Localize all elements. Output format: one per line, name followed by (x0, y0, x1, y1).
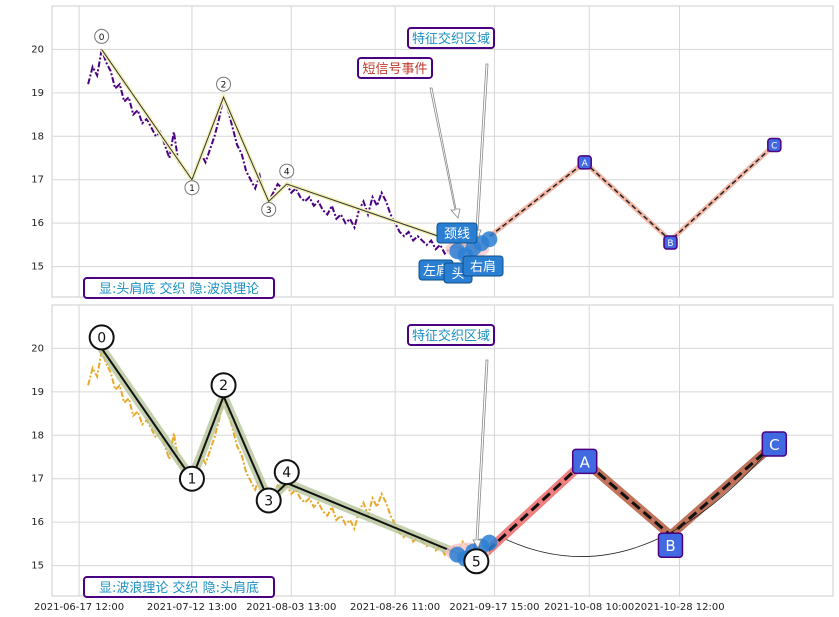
x-tick-label: 2021-09-17 15:00 (449, 602, 539, 613)
wave-label-circle (184, 180, 200, 196)
projection-marker (663, 235, 678, 250)
projection-marker (761, 431, 788, 457)
wave-label-text: 1 (187, 472, 196, 488)
footer-label-box (83, 576, 275, 598)
y-tick-label: 20 (31, 343, 44, 354)
projection-marker-label: C (769, 436, 779, 454)
x-tick-label: 2021-08-26 11:00 (350, 602, 440, 613)
hs-label-text: 颈线 (444, 227, 470, 242)
x-tick-label: 2021-08-03 13:00 (246, 602, 336, 613)
wave-line (100, 347, 477, 563)
projection-marker-label: A (580, 453, 591, 471)
wave-label-text: 3 (264, 493, 273, 509)
wave-line (101, 49, 477, 250)
x-tick-label: 2021-07-12 13:00 (147, 602, 237, 613)
projection-line (489, 144, 775, 242)
feature-zone-label-text: 特征交织区域 (412, 328, 490, 344)
wave-label-text: 2 (219, 378, 228, 394)
wave-label-text: 4 (284, 168, 290, 178)
x-tick-label: 2021-10-08 10:00 (544, 602, 634, 613)
plot-frame (51, 5, 834, 298)
wave-label-circle (279, 163, 295, 179)
projection-line (475, 442, 776, 563)
y-tick-label: 19 (31, 387, 44, 398)
wave-label-text: 0 (97, 330, 106, 346)
y-tick-label: 20 (31, 44, 44, 55)
panel-top: 15 16 17 18 19 20 0 1 2 3 4 A B C 特征交织区域短信号事件左肩头右肩 颈线显:… (31, 5, 834, 299)
projection-marker-label: C (771, 141, 777, 151)
wave-label-circle (88, 324, 115, 351)
footer-label-text: 显:头肩底 交织 隐:波浪理论 (99, 281, 259, 297)
feature-zone-label-text: 特征交织区域 (412, 31, 490, 47)
wave-label-text: 1 (189, 184, 195, 194)
wave-label-circle (273, 459, 300, 486)
wave-label-text: 0 (99, 33, 105, 43)
short-signal-arrow (429, 87, 461, 219)
wave-label-text: 3 (266, 206, 272, 216)
projection-marker (767, 137, 782, 153)
y-tick-label: 17 (31, 474, 44, 485)
projection-marker (657, 532, 684, 558)
footer-label-box (83, 277, 275, 299)
footer-label-text: 显:波浪理论 交织 隐:头肩底 (99, 580, 259, 596)
short-signal-label-text: 短信号事件 (362, 62, 427, 77)
hs-label-text: 右肩 (470, 259, 496, 275)
wave-label-circle (261, 201, 277, 217)
wave-label-text: 5 (472, 554, 481, 570)
wave-label-text: 2 (221, 81, 227, 91)
y-tick-label: 15 (31, 561, 44, 572)
hs-marker-dot (481, 231, 498, 248)
short-signal-label-box (357, 57, 433, 79)
hs-label-text: 左肩 (423, 263, 449, 279)
wave-label-circle (255, 487, 282, 514)
wave-label-circle (216, 76, 232, 92)
y-tick-label: 17 (31, 175, 44, 186)
feature-zone-label-box (407, 27, 495, 49)
x-tick-label: 2021-06-17 12:00 (34, 602, 124, 613)
y-tick-label: 16 (31, 218, 44, 229)
hs-label-box (462, 255, 504, 277)
wave-label-circle (178, 465, 205, 492)
hs-label-text: 头 (451, 267, 464, 282)
arc-line (506, 443, 775, 557)
wave-label-circle (94, 28, 110, 44)
wave-label-circle (463, 548, 490, 575)
y-tick-label: 18 (31, 430, 44, 441)
projection-marker-label: A (582, 159, 589, 169)
wave-label-text: 4 (282, 465, 291, 481)
y-tick-label: 19 (31, 88, 44, 99)
y-tick-label: 18 (31, 131, 44, 142)
wave-label-circle (210, 372, 237, 399)
feature-zone-label-box (407, 324, 495, 346)
projection-marker (571, 448, 598, 475)
projection-marker-label: B (667, 239, 673, 249)
y-tick-label: 15 (31, 262, 44, 273)
x-tick-label: 2021-10-28 12:00 (634, 602, 724, 613)
projection-marker-label: B (665, 537, 675, 555)
hs-label-box (436, 222, 478, 244)
hs-marker-dot (481, 534, 498, 551)
feature-zone-arrow (472, 359, 489, 549)
y-tick-label: 16 (31, 517, 44, 528)
projection-marker (577, 155, 592, 170)
